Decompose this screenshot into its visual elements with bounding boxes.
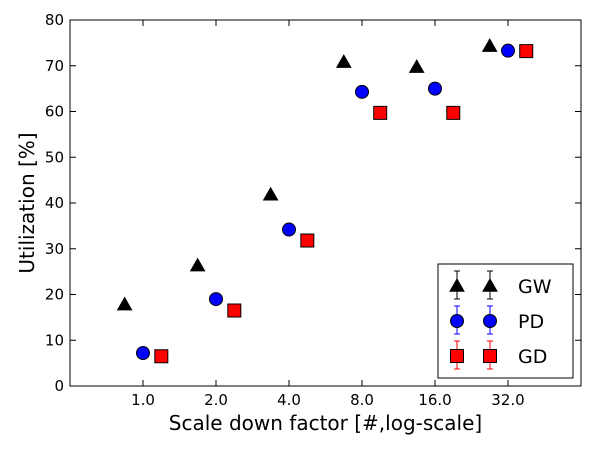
y-tick-label: 10 bbox=[45, 331, 64, 349]
legend-marker bbox=[483, 314, 497, 328]
y-axis-label: Utilization [%] bbox=[15, 132, 39, 273]
point-pd bbox=[136, 346, 150, 361]
y-axis-ticks: 0 10 20 30 40 50 60 70 80 bbox=[45, 11, 581, 395]
x-tick-label: 16.0 bbox=[418, 391, 451, 409]
plot-frame bbox=[69, 19, 582, 387]
point-gw bbox=[408, 59, 425, 73]
point-pd bbox=[355, 84, 369, 99]
y-tick-label: 80 bbox=[45, 11, 64, 29]
point-gw bbox=[335, 54, 352, 68]
point-gd bbox=[519, 44, 534, 59]
legend-label: GD bbox=[518, 346, 547, 368]
legend-marker bbox=[449, 277, 465, 292]
y-tick-label: 70 bbox=[45, 57, 64, 75]
y-tick-label: 30 bbox=[45, 240, 64, 258]
point-gd bbox=[227, 303, 242, 318]
point-gw bbox=[116, 296, 133, 311]
legend-label: PD bbox=[518, 311, 544, 333]
point-gw bbox=[189, 257, 206, 272]
point-gd bbox=[373, 105, 388, 120]
point-pd bbox=[209, 292, 223, 307]
series-gd bbox=[154, 44, 534, 364]
x-tick-label: 2.0 bbox=[204, 391, 228, 409]
legend-entry-gw: GW bbox=[449, 270, 552, 300]
series-pd bbox=[136, 43, 515, 361]
legend-marker bbox=[450, 349, 464, 363]
x-tick-label: 8.0 bbox=[350, 391, 374, 409]
legend-marker bbox=[450, 314, 464, 328]
x-tick-label: 32.0 bbox=[491, 391, 524, 409]
x-axis-label: Scale down factor [#,log-scale] bbox=[169, 411, 482, 435]
y-tick-label: 50 bbox=[45, 148, 64, 166]
legend-marker bbox=[482, 277, 498, 292]
x-tick-label: 1.0 bbox=[131, 391, 155, 409]
point-pd bbox=[282, 222, 296, 237]
series-gw bbox=[116, 38, 498, 311]
x-axis-ticks: 1.0 2.0 4.0 8.0 16.0 32.0 bbox=[131, 20, 525, 409]
legend-entry-gd: GD bbox=[450, 340, 547, 370]
point-gw bbox=[262, 186, 279, 201]
data-points bbox=[116, 38, 534, 364]
point-gd bbox=[446, 105, 461, 120]
legend-label: GW bbox=[518, 276, 552, 298]
legend: GW PD GD bbox=[437, 263, 574, 379]
legend-entry-pd: PD bbox=[450, 305, 544, 335]
point-pd bbox=[501, 43, 515, 58]
y-tick-label: 0 bbox=[54, 377, 64, 395]
point-gd bbox=[300, 233, 315, 248]
x-tick-label: 4.0 bbox=[277, 391, 301, 409]
legend-marker bbox=[483, 349, 497, 363]
y-tick-label: 40 bbox=[45, 194, 64, 212]
point-gd bbox=[154, 349, 169, 364]
y-tick-label: 20 bbox=[45, 286, 64, 304]
point-gw bbox=[481, 38, 498, 52]
y-tick-label: 60 bbox=[45, 103, 64, 121]
point-pd bbox=[428, 81, 442, 96]
